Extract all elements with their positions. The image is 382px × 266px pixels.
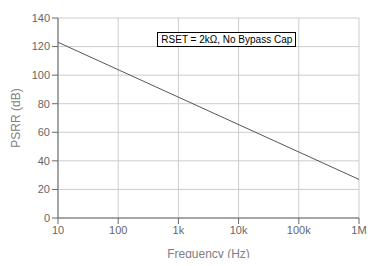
svg-text:60: 60 bbox=[38, 126, 50, 138]
svg-text:10k: 10k bbox=[230, 224, 248, 236]
svg-text:1M: 1M bbox=[351, 224, 366, 236]
svg-text:Frequency (Hz): Frequency (Hz) bbox=[167, 247, 250, 258]
svg-text:80: 80 bbox=[38, 98, 50, 110]
svg-text:1k: 1k bbox=[173, 224, 185, 236]
svg-text:40: 40 bbox=[38, 155, 50, 167]
svg-text:100: 100 bbox=[32, 69, 50, 81]
svg-text:100k: 100k bbox=[287, 224, 311, 236]
svg-text:20: 20 bbox=[38, 183, 50, 195]
svg-text:PSRR (dB): PSRR (dB) bbox=[9, 88, 23, 147]
svg-text:100: 100 bbox=[109, 224, 127, 236]
svg-text:0: 0 bbox=[44, 212, 50, 224]
svg-text:140: 140 bbox=[32, 12, 50, 24]
html-text:RSET = 2kΩ, No Bypass Cap: RSET = 2kΩ, No Bypass Cap bbox=[161, 34, 293, 45]
svg-text:120: 120 bbox=[32, 40, 50, 52]
svg-text:10: 10 bbox=[52, 224, 64, 236]
